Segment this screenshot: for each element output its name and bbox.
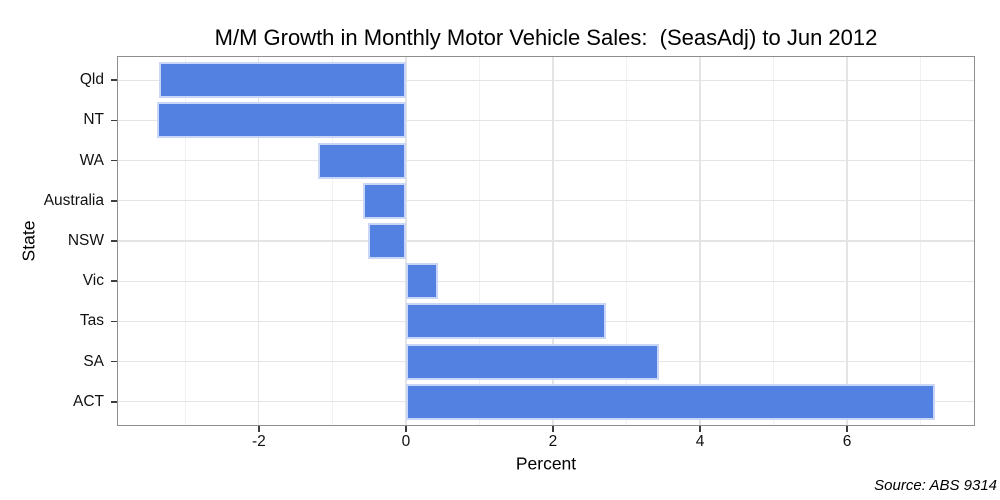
x-axis-tick bbox=[405, 426, 407, 432]
bar-act bbox=[405, 383, 936, 420]
y-tick-label: NT bbox=[83, 111, 104, 129]
bar-tas bbox=[405, 303, 606, 340]
y-axis-tick bbox=[111, 240, 117, 242]
y-tick-label: ACT bbox=[73, 392, 104, 410]
gridline-horizontal bbox=[117, 79, 975, 81]
y-axis-tick bbox=[111, 199, 117, 202]
y-tick-label: Australia bbox=[43, 191, 104, 209]
bar-sa bbox=[405, 343, 659, 380]
x-axis-tick bbox=[552, 426, 554, 432]
x-tick-label: 4 bbox=[695, 433, 705, 450]
gridline-horizontal bbox=[117, 159, 975, 162]
plot-panel bbox=[117, 56, 975, 426]
y-tick-label: Tas bbox=[79, 312, 104, 330]
x-axis-tick bbox=[699, 426, 701, 432]
x-axis-title: Percent bbox=[515, 453, 577, 474]
y-axis-tick bbox=[111, 360, 117, 363]
y-axis-tick bbox=[111, 159, 117, 162]
y-tick-label: NSW bbox=[67, 231, 104, 249]
gridline-horizontal bbox=[117, 280, 975, 282]
x-tick-label: 6 bbox=[842, 433, 852, 450]
bar-australia bbox=[362, 182, 406, 219]
y-axis-tick bbox=[111, 320, 117, 323]
gridline-horizontal bbox=[117, 119, 975, 121]
gridline-horizontal bbox=[117, 240, 975, 242]
y-axis-tick bbox=[111, 79, 117, 81]
x-axis-tick bbox=[846, 426, 848, 432]
y-tick-label: Qld bbox=[79, 71, 104, 89]
y-axis-tick bbox=[111, 401, 117, 403]
y-tick-label: SA bbox=[83, 352, 104, 370]
y-tick-label: WA bbox=[79, 151, 104, 169]
x-tick-label: 2 bbox=[548, 433, 558, 450]
chart-title: M/M Growth in Monthly Motor Vehicle Sale… bbox=[214, 25, 878, 50]
gridline-horizontal bbox=[117, 200, 975, 202]
bar-nsw bbox=[368, 222, 406, 259]
bar-wa bbox=[317, 142, 406, 179]
x-axis-tick bbox=[258, 426, 260, 432]
y-axis-tick bbox=[111, 119, 117, 122]
bar-vic bbox=[405, 263, 439, 300]
bar-qld bbox=[158, 62, 406, 99]
y-axis-tick bbox=[111, 280, 117, 282]
source-note: Source: ABS 9314 bbox=[874, 477, 997, 494]
y-tick-label: Vic bbox=[82, 272, 104, 290]
x-tick-label: -2 bbox=[251, 433, 266, 450]
x-tick-label: 0 bbox=[401, 433, 411, 450]
bar-nt bbox=[157, 102, 406, 139]
